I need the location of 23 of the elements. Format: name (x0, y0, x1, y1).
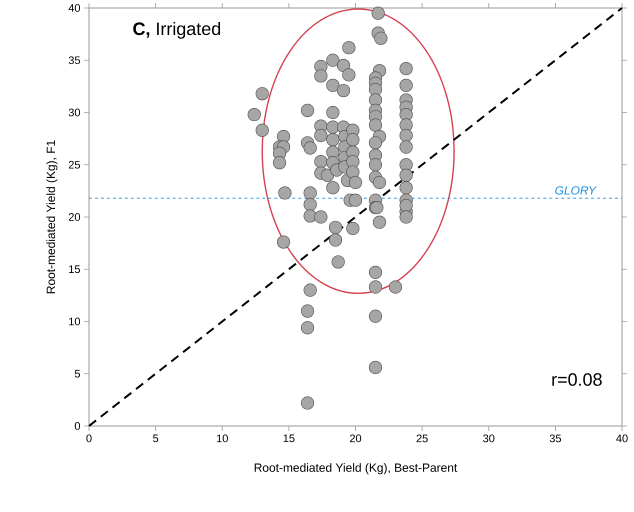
x-tick-label: 5 (153, 434, 158, 442)
x-tick-label: 15 (284, 434, 295, 442)
y-tick-label: 10 (69, 318, 80, 326)
y-tick-label: 0 (74, 422, 80, 430)
x-tick-label: 0 (86, 434, 92, 442)
ref-line-label: GLORY (555, 186, 597, 195)
y-tick-label: 25 (68, 160, 80, 169)
x-tick-label: 25 (416, 434, 428, 442)
y-tick-label: 5 (74, 370, 80, 378)
y-tick-label: 20 (68, 213, 80, 221)
x-tick-label: 30 (483, 434, 494, 442)
annotation: r=0.08 (552, 373, 602, 386)
annotation: C, Irrigated (133, 22, 220, 39)
y-tick-label: 40 (68, 4, 80, 12)
x-tick-label: 20 (350, 434, 362, 442)
x-axis-title: Root-mediated Yield (Kg), Best-Parent (254, 463, 458, 474)
x-tick-label: 40 (616, 434, 628, 442)
y-tick-label: 15 (69, 265, 80, 274)
x-tick-label: 35 (550, 434, 562, 442)
y-axis-title: Root-mediated Yield (Kg), F1 (46, 140, 58, 294)
y-tick-label: 30 (68, 108, 80, 116)
y-tick-label: 35 (68, 56, 80, 64)
x-tick-label: 10 (216, 434, 228, 442)
